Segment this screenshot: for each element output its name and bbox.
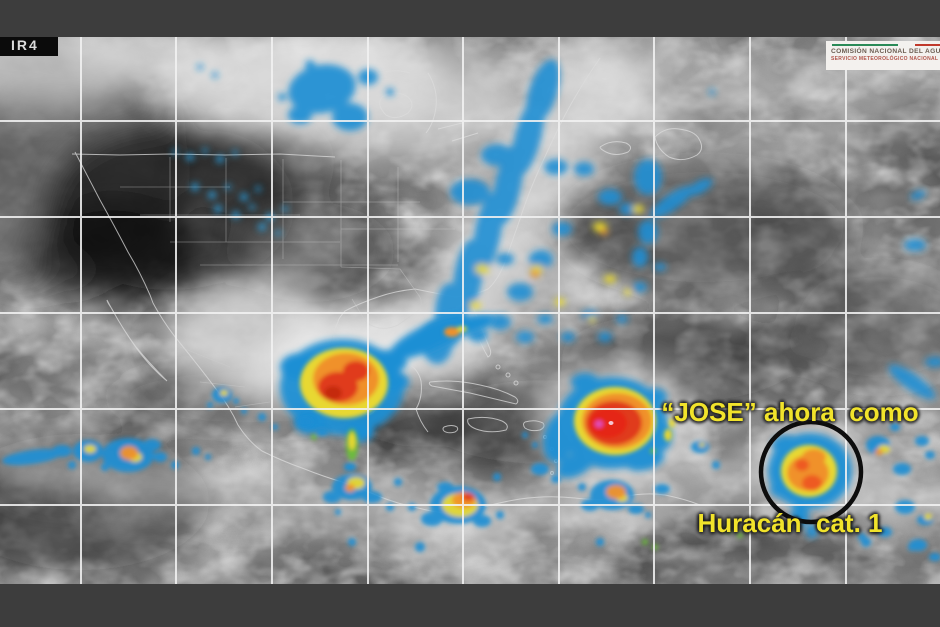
satellite-image: IR4 COMISIÓN NACIONAL DEL AGUA SERVICIO … [0, 37, 940, 584]
itcz-convection [2, 387, 940, 561]
storm-annotation: “JOSE” ahora como Huracán cat. 1 [640, 320, 940, 584]
frontal-band [421, 59, 940, 400]
logo-title: COMISIÓN NACIONAL DEL AGUA [831, 48, 940, 55]
top-letterbox-bar [0, 0, 940, 37]
logo-subtitle: SERVICIO METEOROLÓGICO NACIONAL [831, 56, 939, 62]
annotation-line-1: “JOSE” ahora como [661, 397, 919, 427]
annotation-line-2: Huracán cat. 1 [697, 508, 883, 538]
channel-label-text: IR4 [11, 37, 39, 53]
conagua-logo: COMISIÓN NACIONAL DEL AGUA SERVICIO METE… [826, 41, 940, 70]
highlight-circle [758, 419, 864, 525]
storm-caribbean-irma [543, 373, 675, 479]
flag-lines [831, 44, 940, 46]
latlon-grid [0, 37, 940, 584]
storm-circled-jose [768, 433, 852, 538]
bottom-letterbox-bar [0, 584, 940, 627]
northern-convection [172, 60, 715, 236]
channel-label: IR4 [0, 37, 58, 56]
flag-red-line [915, 44, 940, 46]
hurricane-eye [608, 421, 614, 425]
flag-green-line [832, 44, 898, 46]
satellite-scene [0, 37, 940, 584]
